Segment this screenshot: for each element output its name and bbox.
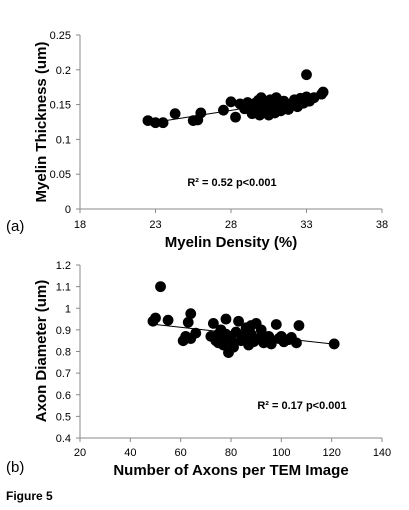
data-point bbox=[190, 327, 202, 339]
y-tick-label: 0.25 bbox=[50, 30, 71, 42]
scatter-panel-a: 0 0.05 0.1 0.15 0.2 0.25 18 23 28 33 38 Myelin Dens… bbox=[6, 30, 388, 251]
x-tick-label: 23 bbox=[149, 219, 161, 231]
y-tick-label: 0.5 bbox=[56, 411, 71, 423]
y-axis-title: Axon Diameter (um) bbox=[33, 280, 50, 423]
figure-caption: Figure 5 bbox=[6, 489, 53, 503]
data-point bbox=[155, 281, 166, 293]
x-tick-label: 60 bbox=[175, 447, 187, 459]
y-tick-label: 0.1 bbox=[56, 134, 71, 146]
y-tick-label: 1.2 bbox=[56, 260, 71, 272]
data-point bbox=[207, 317, 219, 329]
panel-label: (a) bbox=[6, 218, 24, 235]
data-point bbox=[230, 111, 241, 123]
data-point bbox=[195, 107, 207, 119]
data-point bbox=[182, 316, 194, 328]
data-point bbox=[291, 337, 302, 349]
x-tick-label: 140 bbox=[373, 447, 391, 459]
data-point bbox=[220, 313, 232, 325]
y-tick-label: 0.9 bbox=[56, 325, 71, 337]
y-tick-label: 1.1 bbox=[56, 282, 71, 294]
y-axis-title: Myelin Thickness (um) bbox=[33, 42, 50, 203]
data-point bbox=[255, 324, 267, 336]
y-tick-label: 0 bbox=[65, 204, 71, 216]
data-point bbox=[228, 341, 239, 353]
data-point bbox=[225, 96, 237, 108]
x-tick-label: 33 bbox=[300, 219, 312, 231]
x-tick-label: 40 bbox=[124, 447, 136, 459]
y-tick-label: 0.05 bbox=[50, 169, 71, 181]
y-tick-label: 0.2 bbox=[56, 65, 71, 77]
y-tick-label: 0.15 bbox=[50, 100, 71, 112]
x-tick-label: 28 bbox=[225, 219, 237, 231]
data-point bbox=[218, 104, 229, 116]
data-point bbox=[157, 117, 169, 129]
data-point bbox=[150, 312, 161, 324]
data-point bbox=[293, 320, 305, 331]
data-point bbox=[169, 108, 181, 120]
x-tick-label: 100 bbox=[272, 447, 290, 459]
x-tick-label: 20 bbox=[74, 447, 86, 459]
data-point bbox=[301, 69, 312, 81]
y-tick-label: 0.8 bbox=[56, 347, 71, 359]
data-point bbox=[265, 338, 277, 350]
panel-label: (b) bbox=[6, 459, 24, 476]
data-point bbox=[150, 117, 161, 129]
data-point bbox=[317, 86, 329, 98]
data-point bbox=[185, 308, 197, 320]
x-axis-title: Number of Axons per TEM Image bbox=[113, 462, 348, 479]
y-tick-label: 0.7 bbox=[56, 368, 71, 380]
y-tick-label: 0.6 bbox=[56, 390, 71, 402]
data-point bbox=[162, 314, 174, 326]
stats-annotation: R² = 0.52 p<0.001 bbox=[187, 177, 276, 189]
scatter-panel-b: 0.4 0.5 0.6 0.7 0.8 0.9 1 1.1 1.2 20 40 60 80 100 120 1… bbox=[6, 260, 391, 479]
x-tick-label: 38 bbox=[376, 219, 388, 231]
data-point bbox=[328, 338, 340, 350]
stats-annotation: R² = 0.17 p<0.001 bbox=[257, 400, 346, 412]
x-tick-label: 18 bbox=[74, 219, 86, 231]
data-point bbox=[233, 315, 244, 327]
y-tick-label: 0.4 bbox=[56, 433, 71, 445]
data-point bbox=[270, 319, 282, 330]
x-tick-label: 80 bbox=[225, 447, 237, 459]
x-tick-label: 120 bbox=[322, 447, 340, 459]
x-axis-title: Myelin Density (%) bbox=[165, 234, 298, 251]
y-tick-label: 1 bbox=[65, 303, 71, 315]
